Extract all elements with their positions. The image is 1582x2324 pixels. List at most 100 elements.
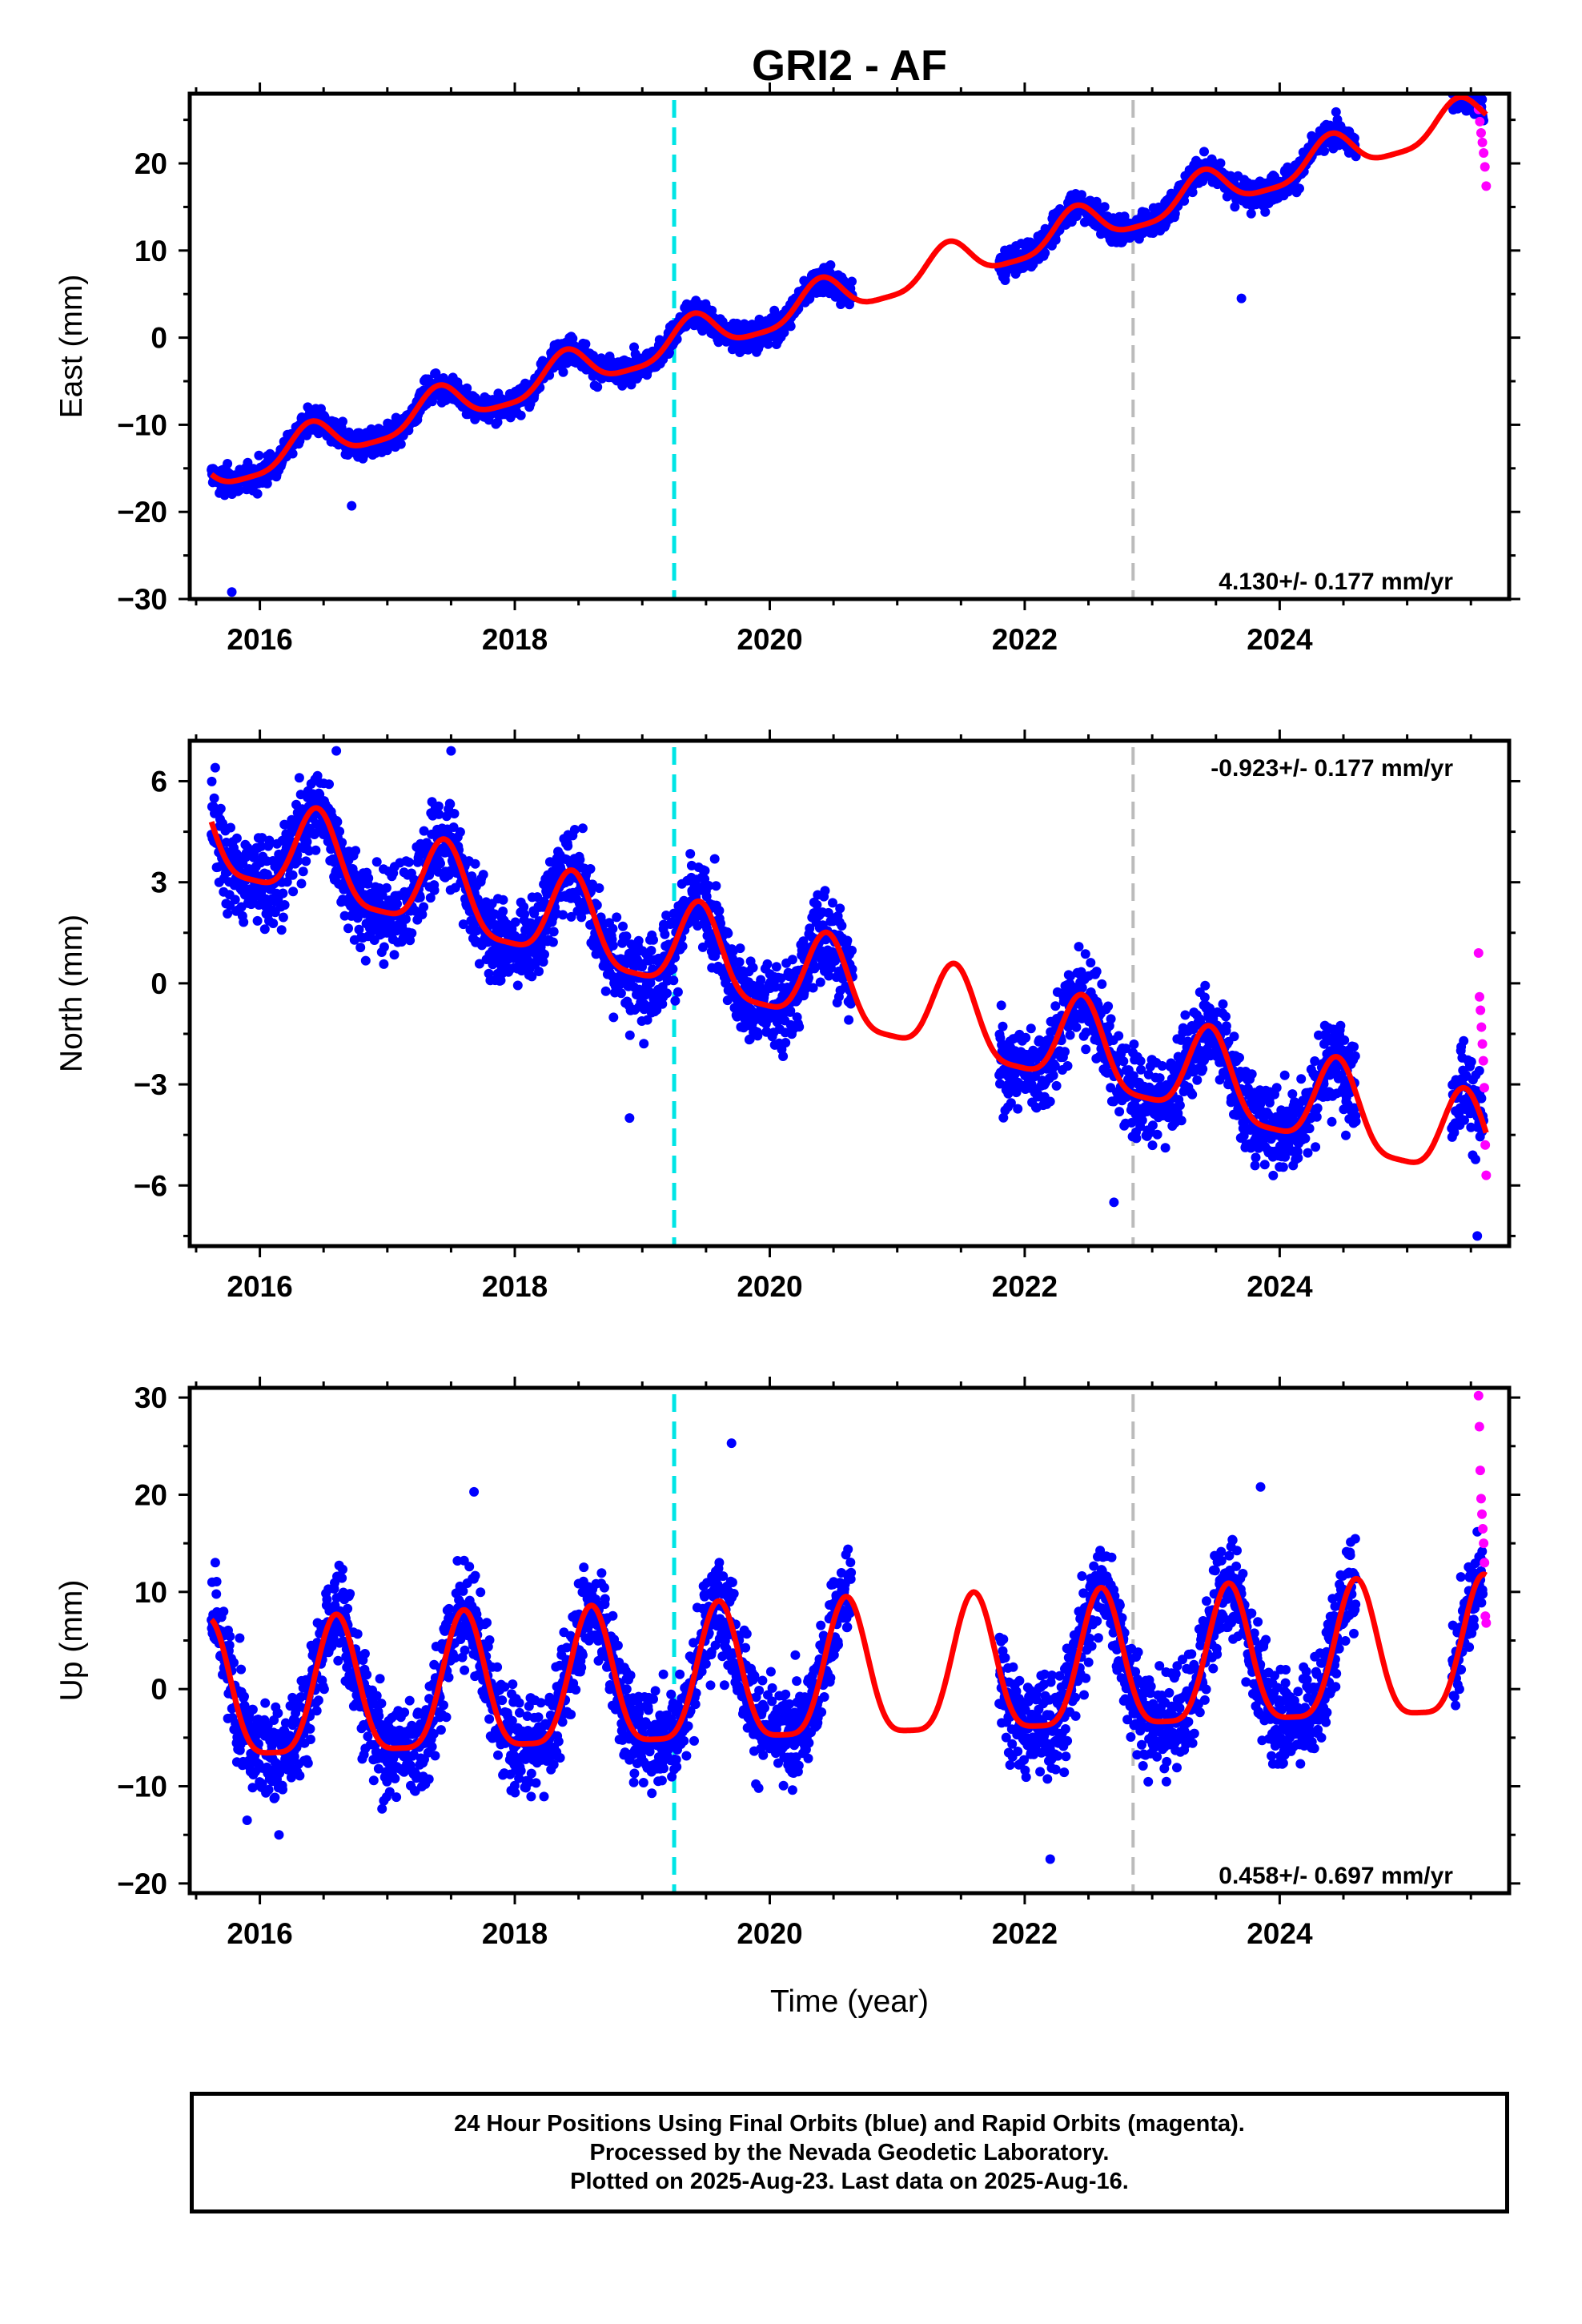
data-point xyxy=(1295,183,1304,194)
data-point xyxy=(763,339,773,349)
data-point xyxy=(794,1022,805,1032)
data-point xyxy=(343,923,353,934)
data-point xyxy=(1103,1001,1114,1011)
data-point xyxy=(407,928,417,939)
data-point xyxy=(1099,202,1110,212)
data-point xyxy=(1260,207,1271,217)
data-point xyxy=(617,380,628,391)
data-point xyxy=(516,410,526,420)
data-point xyxy=(1137,1116,1147,1125)
data-point xyxy=(294,773,304,783)
data-point xyxy=(1152,1129,1162,1140)
data-point xyxy=(785,321,796,332)
data-point xyxy=(660,929,670,939)
data-point xyxy=(1045,1096,1055,1107)
data-point xyxy=(311,845,321,855)
data-point xyxy=(1147,1140,1158,1151)
data-point xyxy=(445,799,456,810)
data-point xyxy=(215,803,226,814)
data-point xyxy=(648,935,658,945)
data-point xyxy=(209,793,219,803)
data-point xyxy=(996,1000,1006,1011)
data-point xyxy=(276,925,287,935)
final-orbit-points xyxy=(207,746,1492,1241)
data-point xyxy=(585,864,596,874)
data-point xyxy=(575,854,585,865)
data-point xyxy=(351,846,361,856)
data-point xyxy=(1074,942,1084,952)
data-point xyxy=(1013,1104,1023,1114)
data-point xyxy=(662,988,672,999)
rapid-point xyxy=(1475,116,1485,127)
data-point xyxy=(404,857,414,867)
data-point xyxy=(492,417,503,428)
data-point xyxy=(1135,1056,1146,1066)
data-point xyxy=(734,957,745,967)
data-point xyxy=(268,919,279,928)
data-point xyxy=(1062,1061,1073,1071)
data-point xyxy=(1477,94,1488,105)
rapid-point xyxy=(1479,147,1489,158)
data-point xyxy=(753,1031,763,1041)
data-point xyxy=(433,801,444,811)
data-point xyxy=(301,856,311,866)
data-point xyxy=(396,439,406,449)
data-point xyxy=(558,367,568,377)
data-point xyxy=(600,986,611,996)
data-point xyxy=(1097,979,1107,989)
data-point xyxy=(324,779,334,790)
data-point xyxy=(677,941,688,951)
data-point xyxy=(239,917,249,927)
data-point xyxy=(778,1051,789,1061)
data-point xyxy=(298,866,308,877)
data-point xyxy=(223,909,233,919)
data-point xyxy=(360,955,371,966)
data-point xyxy=(558,910,568,920)
data-point xyxy=(1026,1023,1036,1034)
data-point xyxy=(548,937,558,947)
data-point xyxy=(254,450,264,460)
data-point xyxy=(252,489,263,499)
data-point xyxy=(428,396,437,407)
rapid-point xyxy=(1481,181,1492,191)
y-tick-label: 20 xyxy=(135,147,167,180)
data-point xyxy=(498,895,508,905)
data-point xyxy=(419,902,429,912)
data-point xyxy=(288,887,299,897)
outlier-point xyxy=(347,501,357,511)
data-point xyxy=(685,849,696,859)
data-point xyxy=(608,940,618,951)
data-point xyxy=(842,935,853,946)
data-point xyxy=(355,943,366,953)
rapid-point xyxy=(1476,127,1486,138)
data-point xyxy=(296,879,307,889)
data-point xyxy=(723,928,733,939)
data-point xyxy=(287,448,298,459)
data-point xyxy=(338,416,347,427)
data-point xyxy=(668,964,678,974)
data-point xyxy=(302,837,312,847)
data-point xyxy=(612,912,622,923)
data-point xyxy=(580,339,591,349)
data-point xyxy=(234,485,244,496)
data-point xyxy=(455,827,465,837)
y-tick-label: 0 xyxy=(151,322,167,355)
data-point xyxy=(379,959,389,969)
data-point xyxy=(462,383,472,393)
x-tick-label: 2018 xyxy=(482,623,548,656)
x-tick-label: 2024 xyxy=(1247,623,1313,656)
data-point xyxy=(1065,1030,1075,1040)
data-point xyxy=(540,949,549,959)
data-point xyxy=(837,921,847,931)
data-point xyxy=(243,457,253,468)
data-point xyxy=(548,927,559,937)
data-point xyxy=(429,885,440,895)
data-point xyxy=(569,825,580,834)
data-point xyxy=(252,915,263,926)
data-point xyxy=(520,909,530,919)
data-point xyxy=(1086,958,1096,968)
data-point xyxy=(335,826,345,837)
data-point xyxy=(226,822,235,833)
